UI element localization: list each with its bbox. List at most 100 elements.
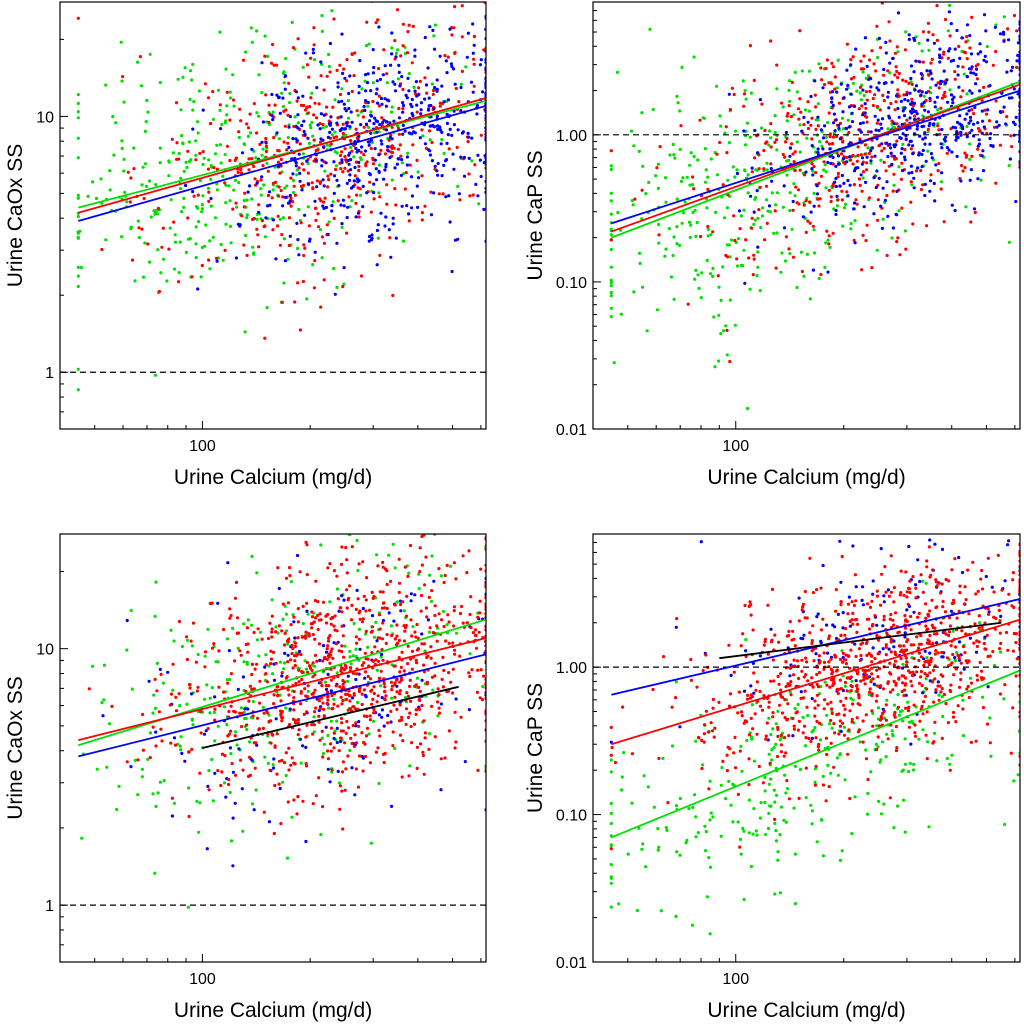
data-point xyxy=(201,150,205,154)
data-point xyxy=(276,214,280,218)
data-point xyxy=(453,648,457,652)
data-point xyxy=(847,125,851,129)
data-point xyxy=(875,747,879,752)
data-point xyxy=(720,766,724,770)
data-point xyxy=(724,253,728,257)
data-point xyxy=(437,693,441,697)
data-point xyxy=(321,600,326,604)
data-point xyxy=(970,65,974,69)
data-point xyxy=(343,788,347,792)
data-point xyxy=(936,124,940,128)
data-point xyxy=(223,152,227,157)
data-point xyxy=(1009,134,1013,138)
data-point xyxy=(881,186,885,190)
data-point xyxy=(240,711,244,715)
data-point xyxy=(405,163,409,167)
data-point xyxy=(186,216,190,220)
data-point xyxy=(810,676,814,680)
data-point xyxy=(237,747,241,751)
data-point xyxy=(402,624,406,628)
data-point xyxy=(791,734,795,738)
data-point xyxy=(919,72,923,76)
data-point xyxy=(903,635,907,639)
data-point xyxy=(920,49,924,53)
data-point xyxy=(930,57,934,62)
data-point xyxy=(362,594,366,599)
data-point xyxy=(234,201,238,205)
data-point xyxy=(400,650,404,654)
data-point xyxy=(325,223,329,227)
data-point xyxy=(895,139,899,143)
data-point xyxy=(364,632,368,636)
data-point xyxy=(756,151,760,155)
data-point xyxy=(749,194,753,198)
data-point xyxy=(461,130,465,134)
data-point xyxy=(656,848,660,852)
data-point xyxy=(416,170,420,174)
data-point xyxy=(850,832,854,836)
data-point xyxy=(467,549,471,553)
data-point xyxy=(364,598,368,602)
data-point xyxy=(303,132,307,137)
data-point xyxy=(149,215,153,219)
data-point xyxy=(854,599,858,603)
data-point xyxy=(346,205,350,209)
data-point xyxy=(392,664,396,668)
data-point xyxy=(179,108,183,112)
data-point xyxy=(322,241,326,245)
data-point xyxy=(852,207,856,211)
data-point xyxy=(954,138,958,142)
data-point xyxy=(851,55,855,59)
data-point xyxy=(437,567,441,571)
data-point xyxy=(209,177,213,181)
data-point xyxy=(479,567,483,571)
data-point xyxy=(802,123,806,127)
data-point xyxy=(271,218,275,222)
data-point xyxy=(335,726,339,731)
data-point xyxy=(975,673,979,678)
data-point xyxy=(357,215,361,219)
data-point xyxy=(287,145,291,149)
data-point xyxy=(798,97,802,101)
data-point xyxy=(356,568,360,573)
data-point xyxy=(338,153,343,158)
data-point xyxy=(896,693,900,697)
data-point xyxy=(198,771,202,775)
data-point xyxy=(781,105,785,109)
data-point xyxy=(139,84,144,88)
data-point xyxy=(458,654,462,658)
data-point xyxy=(381,73,385,77)
data-point xyxy=(377,104,381,108)
data-point xyxy=(1015,29,1019,33)
data-point xyxy=(233,596,237,600)
data-point xyxy=(437,711,442,715)
data-point xyxy=(379,684,383,688)
data-point xyxy=(426,618,430,622)
data-point xyxy=(130,258,135,262)
data-point xyxy=(190,747,194,752)
data-point xyxy=(307,632,311,636)
data-point xyxy=(342,282,346,286)
data-point xyxy=(672,153,676,157)
data-point xyxy=(863,143,868,147)
data-point xyxy=(144,184,148,188)
data-point xyxy=(471,193,475,197)
data-point xyxy=(345,79,349,83)
data-point xyxy=(319,112,323,116)
data-point xyxy=(668,153,672,157)
data-point xyxy=(728,107,733,112)
data-point xyxy=(322,88,326,92)
data-point xyxy=(329,172,333,176)
data-point xyxy=(836,198,840,202)
data-point xyxy=(750,703,755,707)
data-point xyxy=(176,77,180,81)
data-point xyxy=(271,42,275,47)
data-point xyxy=(357,134,361,138)
data-point xyxy=(786,111,790,116)
data-point xyxy=(915,124,920,128)
data-point xyxy=(981,695,985,699)
data-point xyxy=(1004,630,1009,635)
data-point xyxy=(380,142,384,146)
data-point xyxy=(125,648,129,652)
data-point xyxy=(305,609,309,613)
